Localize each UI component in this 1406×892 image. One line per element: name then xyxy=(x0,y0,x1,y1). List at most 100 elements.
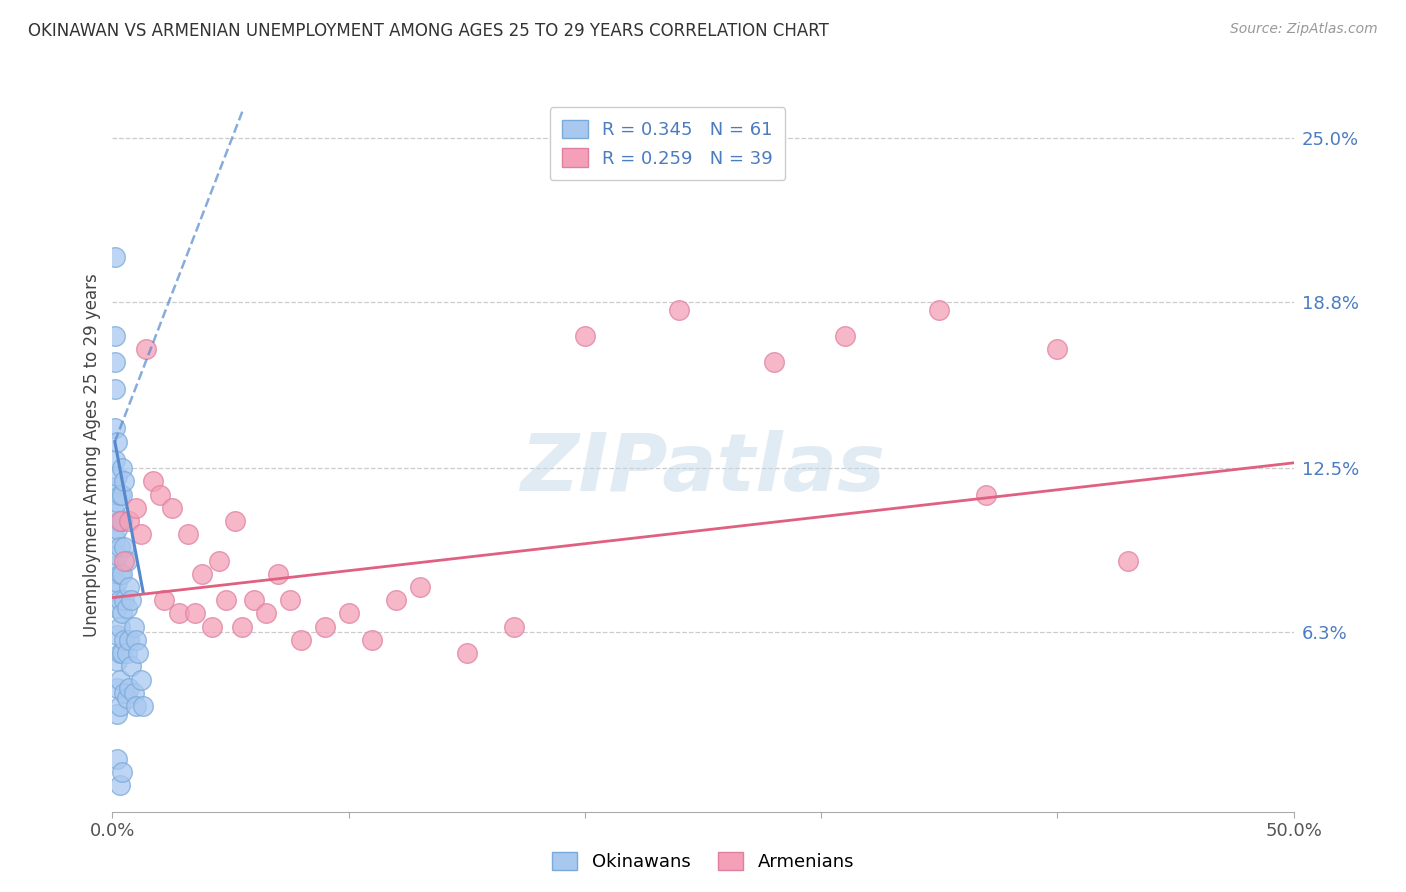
Point xyxy=(111,461,134,475)
Point xyxy=(111,487,134,501)
Point xyxy=(112,686,135,700)
Point xyxy=(104,329,127,343)
Point xyxy=(834,329,856,343)
Point xyxy=(104,480,127,494)
Point xyxy=(191,566,214,581)
Point xyxy=(115,601,138,615)
Text: Source: ZipAtlas.com: Source: ZipAtlas.com xyxy=(1230,22,1378,37)
Point xyxy=(132,698,155,713)
Point xyxy=(115,646,138,660)
Point xyxy=(112,475,135,489)
Point xyxy=(104,585,127,599)
Point xyxy=(574,329,596,343)
Point xyxy=(153,593,176,607)
Point xyxy=(108,514,131,528)
Point xyxy=(112,554,135,568)
Point xyxy=(762,355,785,369)
Text: OKINAWAN VS ARMENIAN UNEMPLOYMENT AMONG AGES 25 TO 29 YEARS CORRELATION CHART: OKINAWAN VS ARMENIAN UNEMPLOYMENT AMONG … xyxy=(28,22,830,40)
Point xyxy=(112,632,135,647)
Point xyxy=(231,620,253,634)
Point xyxy=(108,514,131,528)
Point xyxy=(105,549,128,563)
Point xyxy=(127,646,149,660)
Point xyxy=(503,620,526,634)
Point xyxy=(105,601,128,615)
Point xyxy=(215,593,238,607)
Point xyxy=(184,607,207,621)
Legend: R = 0.345   N = 61, R = 0.259   N = 39: R = 0.345 N = 61, R = 0.259 N = 39 xyxy=(550,107,786,180)
Point xyxy=(115,554,138,568)
Point xyxy=(104,533,127,547)
Point xyxy=(104,250,127,264)
Point xyxy=(104,558,127,573)
Point xyxy=(125,698,148,713)
Point xyxy=(177,527,200,541)
Point xyxy=(108,593,131,607)
Point xyxy=(105,681,128,695)
Point xyxy=(112,593,135,607)
Point xyxy=(111,607,134,621)
Point xyxy=(118,632,141,647)
Point xyxy=(122,686,145,700)
Point xyxy=(105,574,128,589)
Point xyxy=(149,487,172,501)
Point xyxy=(108,778,131,792)
Point xyxy=(108,620,131,634)
Point xyxy=(120,659,142,673)
Point xyxy=(224,514,246,528)
Point xyxy=(243,593,266,607)
Point xyxy=(108,698,131,713)
Point xyxy=(167,607,190,621)
Point xyxy=(108,566,131,581)
Point xyxy=(976,487,998,501)
Point xyxy=(408,580,430,594)
Point xyxy=(385,593,408,607)
Point xyxy=(112,541,135,555)
Point xyxy=(105,522,128,536)
Point xyxy=(105,495,128,509)
Text: ZIPatlas: ZIPatlas xyxy=(520,430,886,508)
Point xyxy=(129,527,152,541)
Point xyxy=(104,506,127,520)
Point xyxy=(105,706,128,721)
Point xyxy=(125,500,148,515)
Point xyxy=(111,646,134,660)
Point xyxy=(278,593,301,607)
Point xyxy=(118,580,141,594)
Point xyxy=(111,566,134,581)
Point xyxy=(668,302,690,317)
Point xyxy=(1116,554,1139,568)
Point xyxy=(104,453,127,467)
Point xyxy=(1046,342,1069,356)
Point xyxy=(208,554,231,568)
Point xyxy=(104,355,127,369)
Point xyxy=(135,342,157,356)
Point xyxy=(111,765,134,780)
Point xyxy=(314,620,336,634)
Point xyxy=(104,421,127,435)
Point xyxy=(122,620,145,634)
Point xyxy=(108,541,131,555)
Point xyxy=(105,654,128,668)
Point xyxy=(129,673,152,687)
Point xyxy=(201,620,224,634)
Point xyxy=(108,673,131,687)
Point xyxy=(105,434,128,449)
Y-axis label: Unemployment Among Ages 25 to 29 years: Unemployment Among Ages 25 to 29 years xyxy=(83,273,101,637)
Point xyxy=(108,646,131,660)
Point xyxy=(928,302,950,317)
Point xyxy=(105,627,128,641)
Point xyxy=(125,632,148,647)
Point xyxy=(120,593,142,607)
Point xyxy=(104,382,127,396)
Point xyxy=(118,681,141,695)
Point xyxy=(290,632,312,647)
Point xyxy=(111,514,134,528)
Legend: Okinawans, Armenians: Okinawans, Armenians xyxy=(546,845,860,879)
Point xyxy=(118,514,141,528)
Point xyxy=(105,752,128,766)
Point xyxy=(267,566,290,581)
Point xyxy=(160,500,183,515)
Point xyxy=(254,607,277,621)
Point xyxy=(115,691,138,706)
